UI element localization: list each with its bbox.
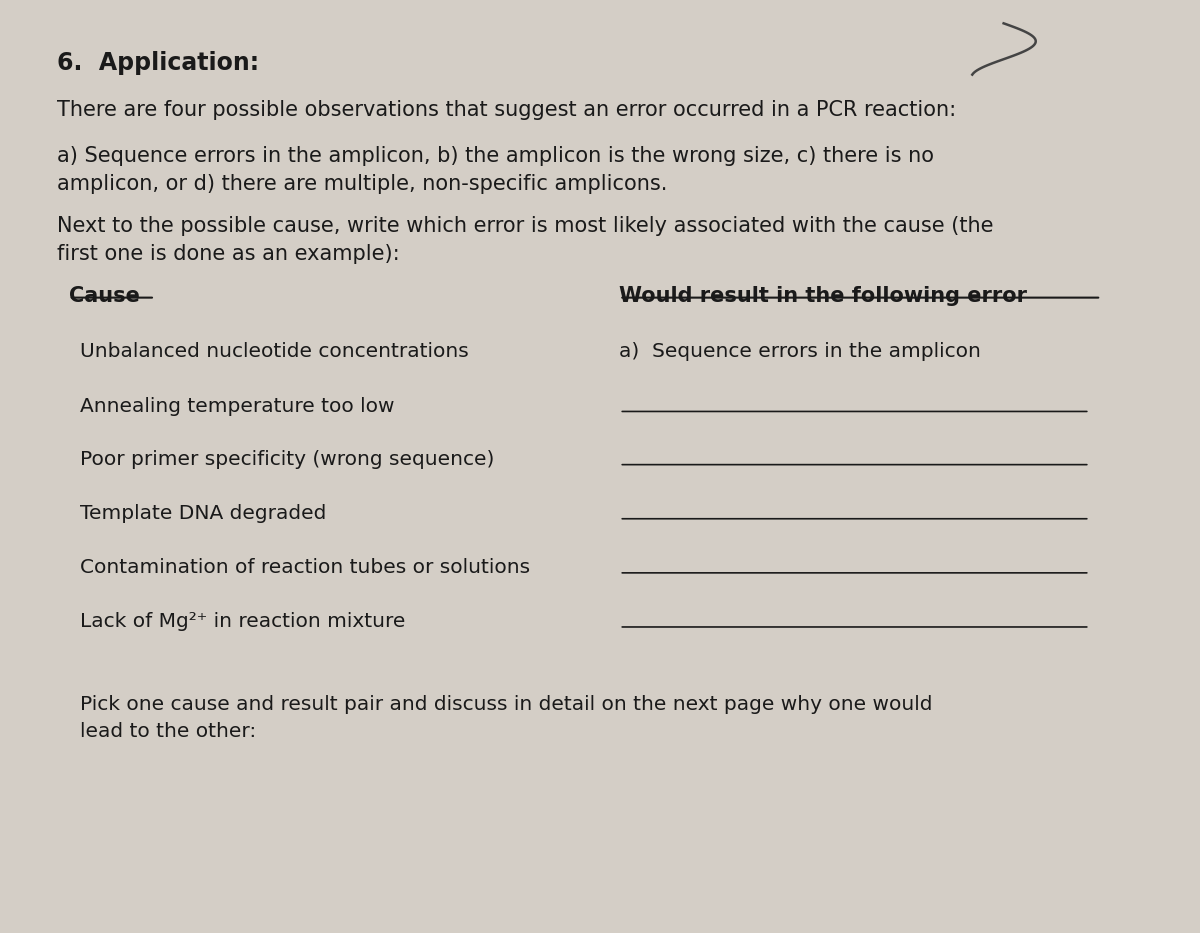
Text: Pick one cause and result pair and discuss in detail on the next page why one wo: Pick one cause and result pair and discu… [80, 695, 932, 741]
Text: 6.  Application:: 6. Application: [58, 51, 259, 76]
Text: Contamination of reaction tubes or solutions: Contamination of reaction tubes or solut… [80, 558, 530, 577]
Text: Poor primer specificity (wrong sequence): Poor primer specificity (wrong sequence) [80, 450, 494, 468]
Text: Annealing temperature too low: Annealing temperature too low [80, 397, 395, 415]
Text: a) Sequence errors in the amplicon, b) the amplicon is the wrong size, c) there : a) Sequence errors in the amplicon, b) t… [58, 146, 935, 194]
Text: Template DNA degraded: Template DNA degraded [80, 504, 326, 522]
Text: Would result in the following error: Would result in the following error [619, 286, 1027, 306]
Text: Cause: Cause [68, 286, 139, 306]
Text: Unbalanced nucleotide concentrations: Unbalanced nucleotide concentrations [80, 342, 469, 361]
Text: Lack of Mg²⁺ in reaction mixture: Lack of Mg²⁺ in reaction mixture [80, 612, 406, 631]
Text: a)  Sequence errors in the amplicon: a) Sequence errors in the amplicon [619, 342, 982, 361]
Text: There are four possible observations that suggest an error occurred in a PCR rea: There are four possible observations tha… [58, 100, 956, 119]
Text: Next to the possible cause, write which error is most likely associated with the: Next to the possible cause, write which … [58, 216, 994, 264]
